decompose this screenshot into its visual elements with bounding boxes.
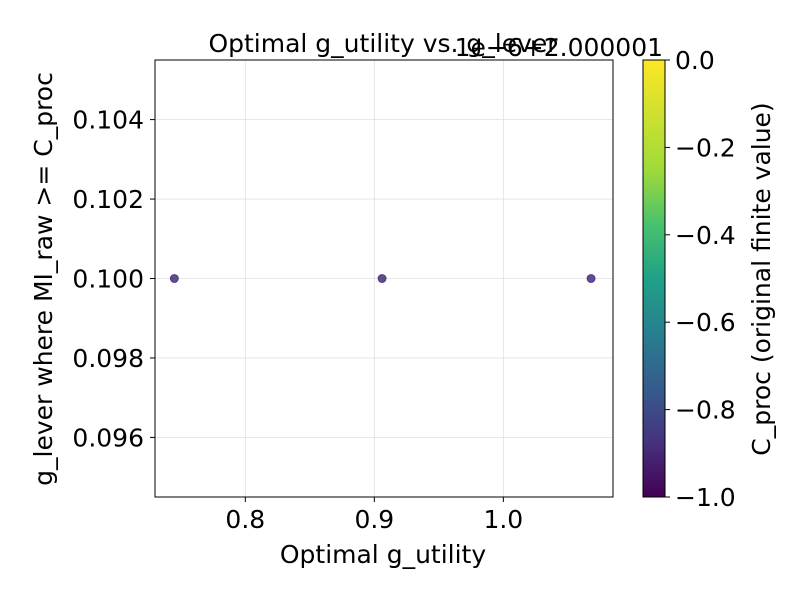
x-tick-label: 0.8 <box>225 505 265 534</box>
colorbar-tick-label: −0.2 <box>675 133 736 162</box>
data-point <box>169 274 179 283</box>
y-tick-label: 0.102 <box>72 185 144 214</box>
colorbar <box>642 59 666 498</box>
y-tick-label: 0.104 <box>72 106 144 135</box>
y-axis-ticks: 0.096 0.098 0.100 0.102 0.104 <box>72 106 155 452</box>
y-tick-label: 0.100 <box>72 265 144 294</box>
colorbar-ticks: 0.0 −0.2 −0.4 −0.6 −0.8 −1.0 <box>665 46 736 512</box>
data-point <box>377 274 387 283</box>
x-tick-label: 1.0 <box>483 505 523 534</box>
chart-title: Optimal g_utility vs. g_lever <box>208 29 558 58</box>
colorbar-tick-label: 0.0 <box>675 46 715 75</box>
y-axis-label: g_lever where MI_raw >= C_proc <box>29 72 58 486</box>
axis-offset-text: 1e−6+2.000001 <box>455 33 663 62</box>
colorbar-tick-label: −0.4 <box>675 221 736 250</box>
x-axis-ticks: 0.8 0.9 1.0 <box>225 497 523 534</box>
data-point <box>586 274 596 283</box>
x-tick-label: 0.9 <box>354 505 394 534</box>
colorbar-label: C_proc (original finite value) <box>747 102 776 455</box>
colorbar-tick-label: −1.0 <box>675 483 736 512</box>
colorbar-tick-label: −0.8 <box>675 396 736 425</box>
y-tick-label: 0.098 <box>72 344 144 373</box>
x-axis-label: Optimal g_utility <box>280 540 487 569</box>
data-points <box>169 274 596 283</box>
colorbar-tick-label: −0.6 <box>675 308 736 337</box>
y-tick-label: 0.096 <box>72 423 144 452</box>
